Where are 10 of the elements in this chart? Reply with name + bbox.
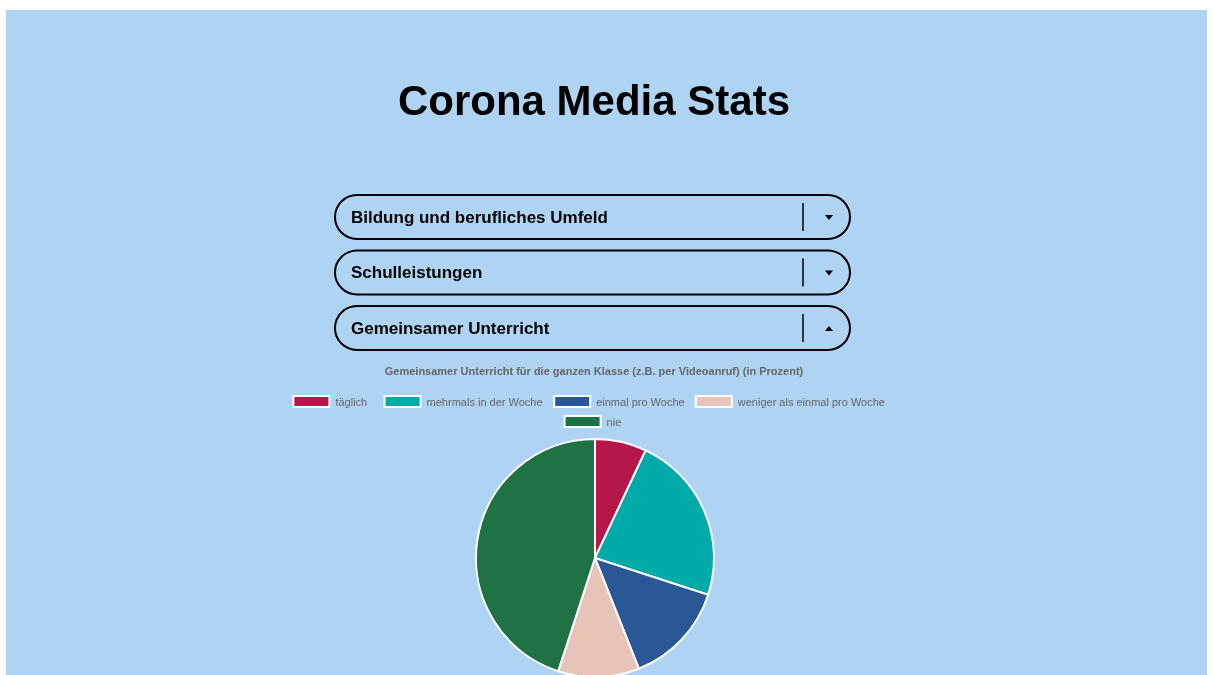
legend-label: mehrmals in der Woche — [426, 395, 543, 408]
text: Gemeinsamer Unterricht — [351, 318, 550, 338]
legend-label: täglich — [335, 395, 368, 408]
text: Bildung und berufliches Umfeld — [351, 207, 608, 227]
legend-label: weniger als einmal pro Woche — [736, 395, 885, 408]
text: Schulleistungen — [351, 263, 483, 283]
chart-subtitle: Gemeinsamer Unterricht für die ganzen Klasse (z.B. per Videoanruf) (in Prozent) — [384, 364, 804, 377]
legend-label: einmal pro Woche — [596, 395, 685, 408]
legend-label: nie — [606, 415, 622, 428]
chart-title: Corona Media Stats — [397, 77, 791, 124]
